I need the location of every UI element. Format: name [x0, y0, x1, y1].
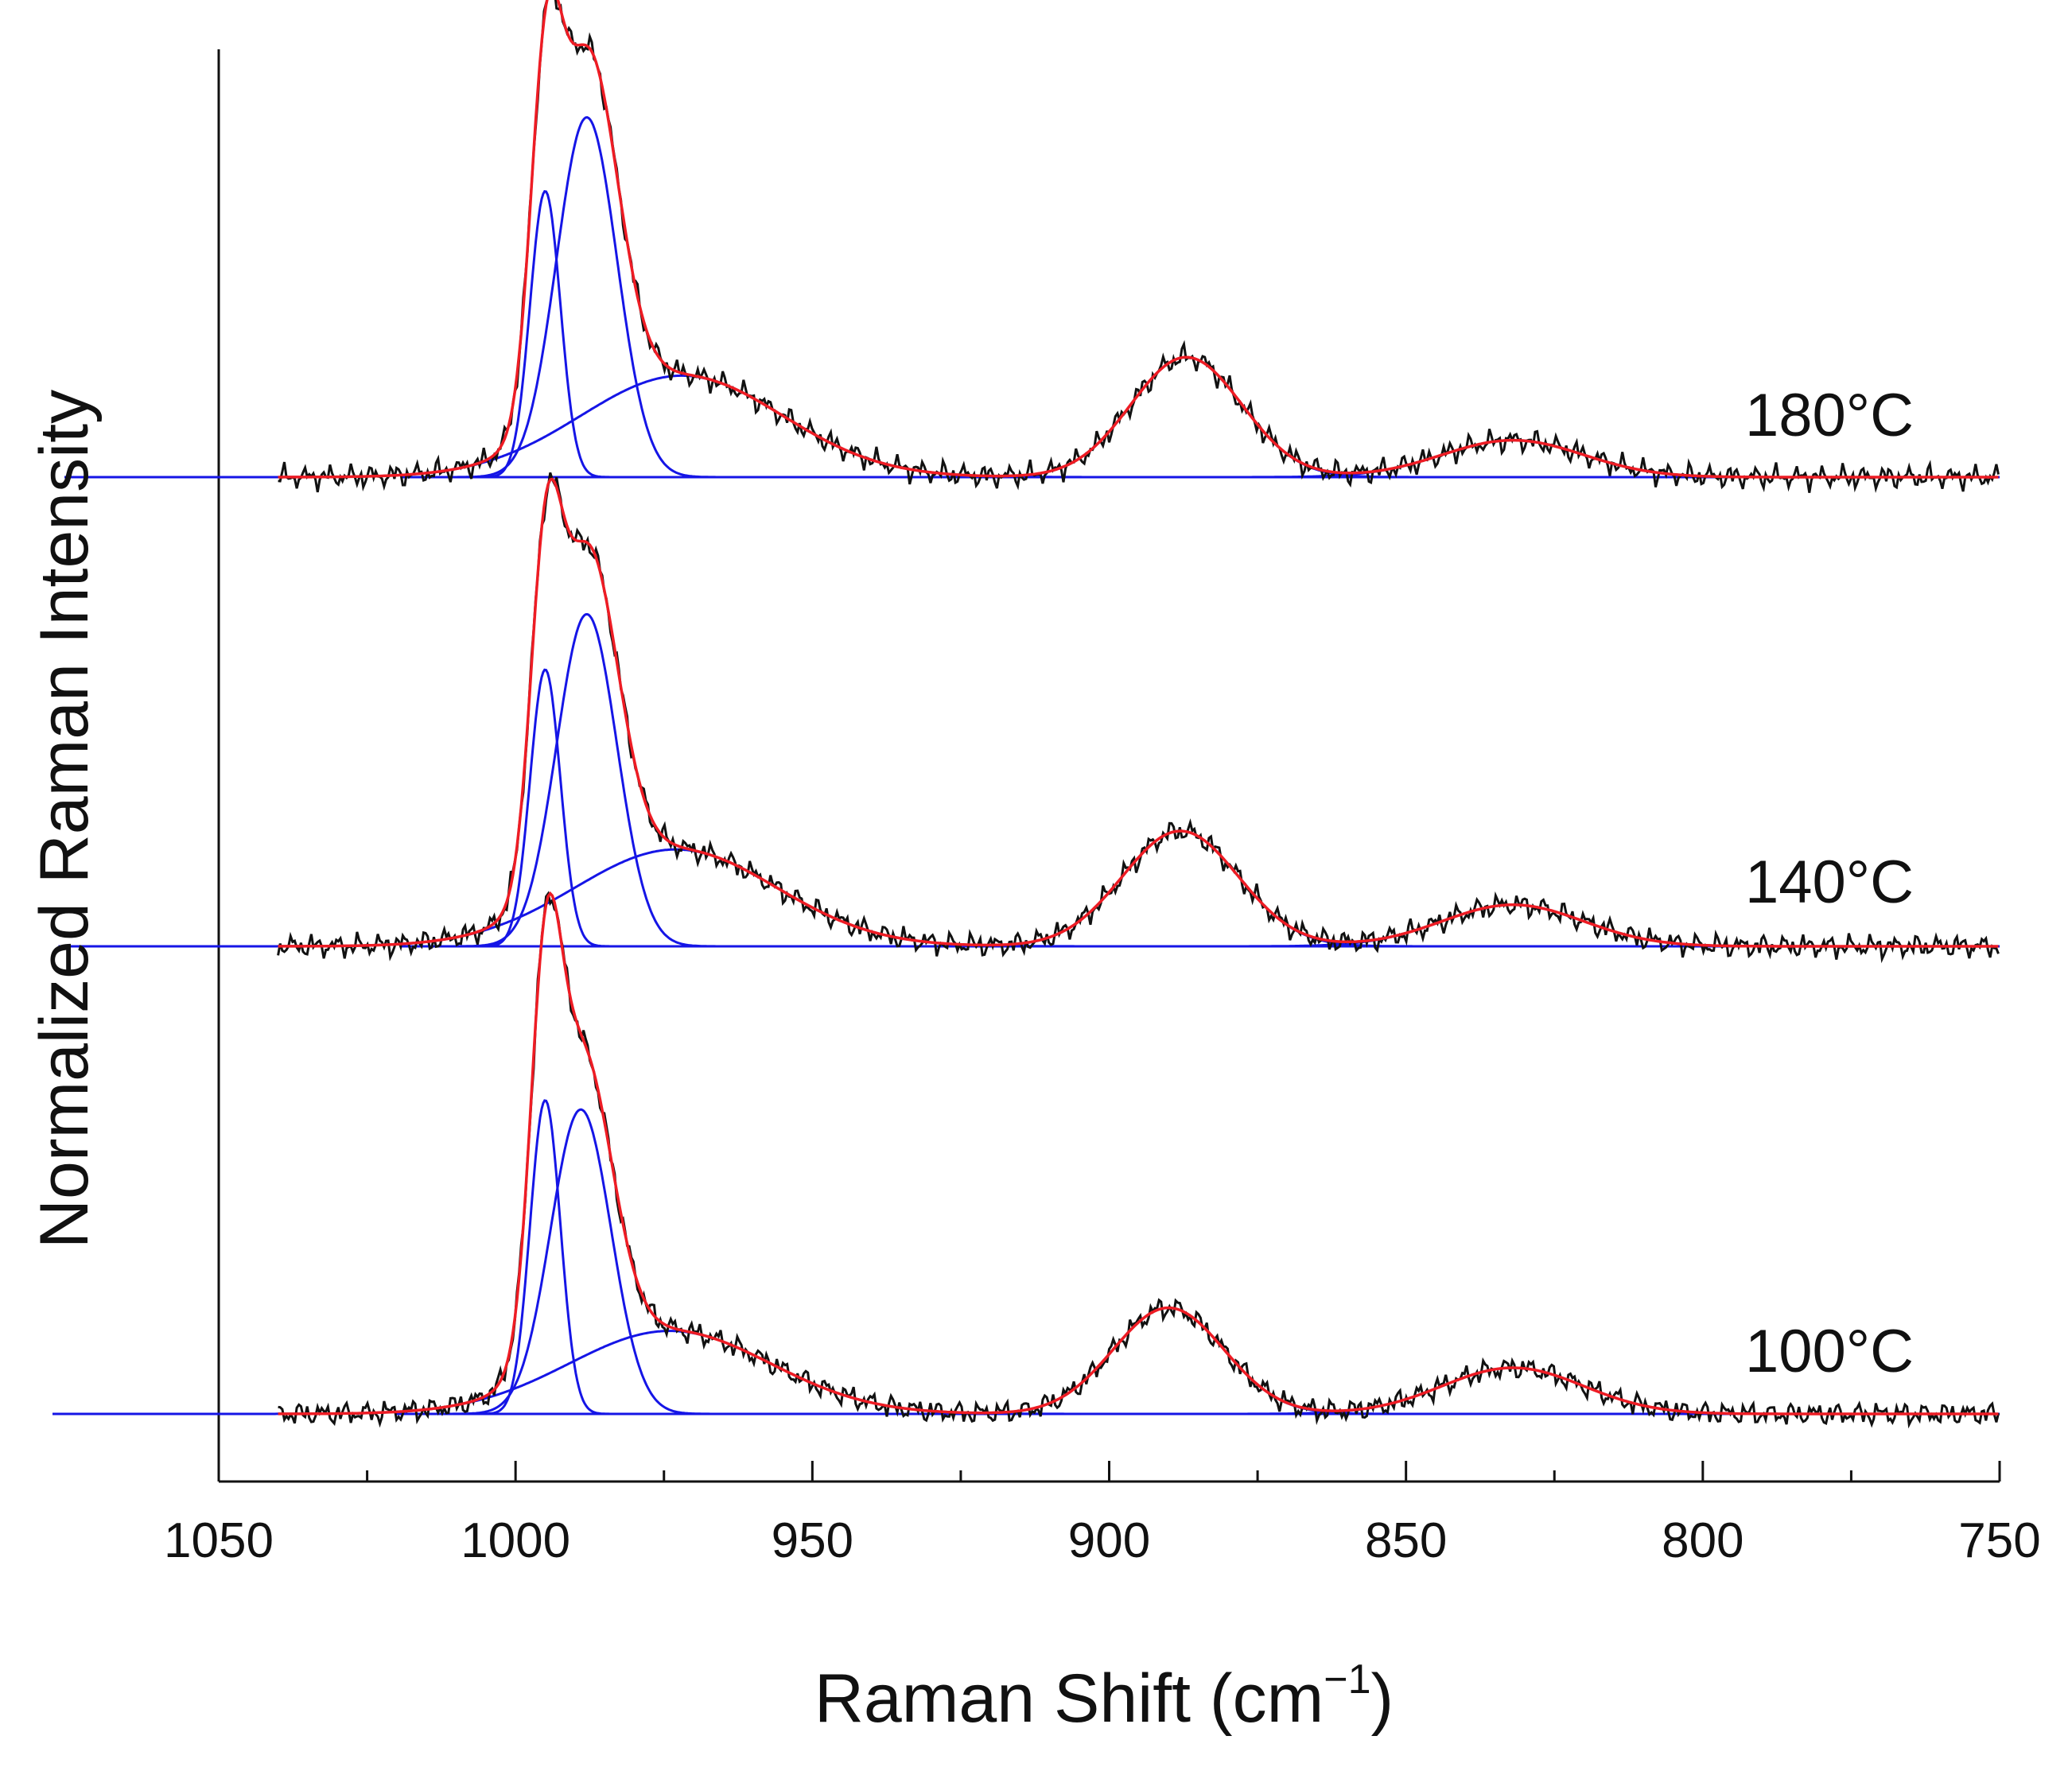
x-tick-label: 950 [772, 1513, 853, 1568]
component-peak [52, 1330, 1288, 1416]
component-peak [58, 848, 1293, 948]
component-peak [846, 355, 1526, 479]
axes: 1050 1000 950 900 850 800 750 [164, 49, 2041, 1568]
component-peak [453, 1099, 637, 1416]
y-axis-title: Normalized Raman Intensity [26, 390, 103, 1249]
spectrum-180c: 180°C [64, 0, 2000, 494]
x-tick-label: 750 [1958, 1513, 2040, 1568]
spectrum-100c: 100°C [52, 891, 2000, 1429]
measured-spectrum [277, 472, 2000, 964]
spectrum-label: 100°C [1745, 1318, 1914, 1385]
spectrum-140c: 140°C [58, 472, 2000, 964]
fit-envelope [278, 477, 1999, 948]
x-tick-label: 900 [1068, 1513, 1150, 1568]
fit-envelope [278, 0, 1999, 479]
x-tick-label: 800 [1662, 1513, 1744, 1568]
x-axis-title-superscript: −1 [1324, 1656, 1370, 1703]
x-tick-label: 1000 [461, 1513, 570, 1568]
x-axis-title-main: Raman Shift (cm [814, 1660, 1324, 1737]
spectrum-label: 140°C [1745, 849, 1914, 916]
component-peak [395, 1108, 765, 1416]
x-ticks: 1050 1000 950 900 850 800 750 [164, 1461, 2041, 1568]
fit-envelope [278, 891, 1999, 1416]
x-axis-title: Raman Shift (cm−1) [814, 1656, 1394, 1737]
component-peak [401, 612, 772, 948]
spectra: 180°C 140°C 100°C [52, 0, 2000, 1429]
x-tick-label: 1050 [164, 1513, 274, 1568]
spectrum-label: 180°C [1745, 382, 1914, 449]
x-tick-label: 850 [1365, 1513, 1447, 1568]
component-peak [401, 116, 772, 479]
x-axis-title-end: ) [1371, 1660, 1394, 1737]
